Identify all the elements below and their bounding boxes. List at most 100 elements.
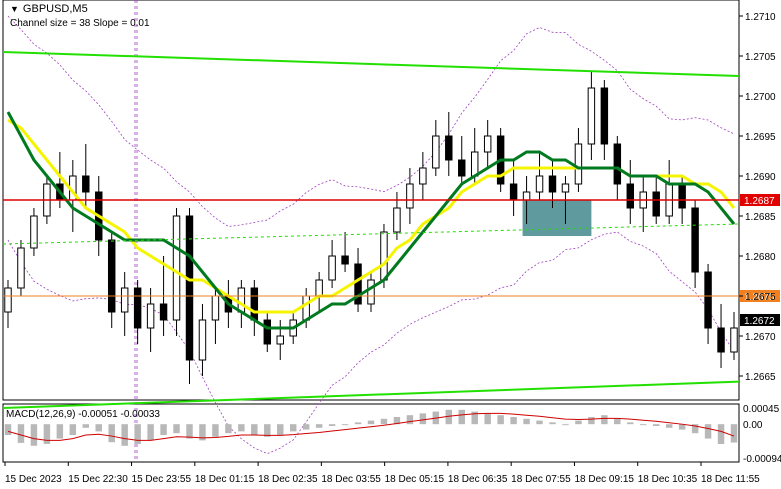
candle-body — [470, 151, 479, 177]
candle-body — [159, 303, 168, 321]
current-price-label: 1.2672 — [744, 316, 775, 327]
current-price-tag — [740, 314, 780, 326]
channel-lower-line — [2, 380, 740, 409]
macd-bar — [549, 422, 556, 425]
level-tag — [740, 194, 780, 206]
x-tick-label: 18 Dec 06:35 — [448, 474, 508, 485]
macd-bar — [302, 424, 310, 430]
candle-body — [522, 191, 531, 201]
macd-bar — [4, 424, 12, 435]
x-tick-label: 15 Dec 23:55 — [132, 474, 192, 485]
candle-body — [107, 239, 116, 313]
macd-bar — [406, 415, 414, 425]
macd-bar — [536, 420, 543, 425]
macd-bar — [341, 424, 349, 426]
ma-green-line — [6, 111, 736, 330]
envelope-upper — [7, 15, 735, 227]
candle-body — [354, 263, 362, 305]
macd-bar — [380, 418, 388, 425]
macd-bar — [588, 416, 595, 425]
candle-body — [626, 183, 635, 209]
macd-tick-label: 0.00045 — [743, 404, 780, 415]
macd-bar — [458, 409, 465, 425]
x-tick-label: 18 Dec 10:35 — [638, 474, 698, 485]
macd-signal-line — [7, 412, 735, 441]
candle-body — [263, 319, 272, 345]
macd-bar — [277, 424, 284, 435]
candle-body — [133, 287, 142, 329]
y-tick-label: 1.2695 — [745, 132, 776, 143]
macd-bar — [186, 424, 193, 439]
macd-bar — [562, 424, 569, 426]
macd-bar — [510, 416, 517, 425]
candle-body — [445, 135, 453, 161]
macd-bar — [665, 424, 673, 428]
candle-body — [717, 327, 725, 353]
collapse-arrow-icon[interactable]: ▼ — [10, 4, 19, 14]
candle-body — [678, 183, 686, 209]
macd-tick-label: 0.00 — [743, 420, 763, 431]
candle-body — [509, 183, 518, 201]
candle-body — [237, 287, 246, 313]
macd-bar — [95, 424, 102, 432]
macd-frame — [2, 403, 740, 463]
macd-bar — [678, 424, 686, 430]
candle-body — [574, 143, 583, 185]
candle-body — [419, 167, 427, 185]
macd-label: MACD(12,26,9) -0.00051 -0.00033 — [6, 409, 160, 420]
x-tick-label: 18 Dec 01:15 — [195, 474, 255, 485]
channel-upper-line — [2, 51, 740, 77]
macd-bar — [717, 424, 725, 444]
macd-bar — [497, 415, 504, 425]
candle-body — [198, 319, 207, 361]
macd-bar — [147, 424, 154, 441]
chart-title: ▼ GBPUSD,M5 — [10, 3, 88, 15]
candle-body — [704, 271, 712, 329]
macd-bar — [328, 424, 336, 426]
symbol-label: GBPUSD,M5 — [22, 3, 88, 15]
y-tick-label: 1.2665 — [745, 372, 776, 383]
price-grid — [2, 0, 740, 463]
macd-bar — [264, 424, 271, 437]
macd-bar — [212, 424, 219, 437]
channel-mid-line — [2, 223, 740, 245]
candle-body — [211, 295, 220, 321]
macd-bar — [627, 422, 634, 425]
consolidation-zone — [522, 200, 592, 236]
y-tick-label: 1.2680 — [745, 252, 776, 263]
macd-bar — [354, 422, 362, 425]
x-tick-label: 18 Dec 07:55 — [511, 474, 571, 485]
x-tick-label: 18 Dec 11:55 — [701, 474, 760, 485]
candle-body — [600, 87, 609, 145]
x-tick-label: 15 Dec 2023 — [5, 474, 62, 485]
macd-bar — [82, 424, 90, 428]
candle-body — [458, 159, 466, 177]
price-axis: 1.2710 1.2705 1.2700 1.2695 1.2690 1.2685 1.26… — [739, 12, 776, 383]
macd-bar — [238, 424, 245, 432]
envelope-lower — [7, 231, 735, 455]
macd-bar — [289, 424, 297, 432]
macd-bar — [121, 424, 128, 446]
candle-body — [613, 143, 622, 185]
y-tick-label: 1.2675 — [745, 292, 776, 303]
macd-bar — [445, 409, 453, 425]
level-tag — [740, 290, 780, 302]
macd-bar — [199, 424, 206, 441]
candle-body — [30, 215, 38, 249]
y-tick-label: 1.2700 — [745, 92, 776, 103]
macd-tick-label: -0.00094 — [743, 454, 781, 465]
candle-body — [146, 303, 155, 329]
candle-body — [302, 295, 310, 321]
candle-body — [691, 207, 699, 273]
level-label: 1.2675 — [744, 292, 775, 303]
candle-body — [276, 335, 284, 345]
time-axis: 15 Dec 2023 15 Dec 22:30 15 Dec 23:55 18 De… — [4, 462, 760, 485]
x-tick-label: 15 Dec 22:30 — [68, 474, 128, 485]
candle-body — [315, 279, 323, 297]
y-tick-label: 1.2670 — [745, 332, 776, 343]
macd-bar — [419, 413, 427, 425]
candle-body — [406, 183, 414, 209]
macd-bar — [30, 424, 38, 446]
level-lines: 1.2687 1.2675 1.2672 — [2, 51, 780, 409]
